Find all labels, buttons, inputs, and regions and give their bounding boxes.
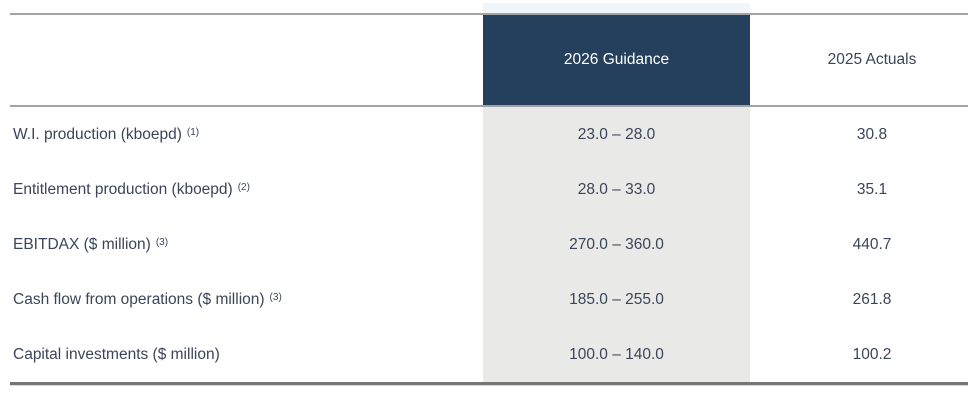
table-row: EBITDAX ($ million) (3) 270.0 – 360.0 440… [0,217,975,272]
header-cell-glow [483,3,750,13]
row-footnote-marker: (3) [269,292,282,303]
table-row: W.I. production (kboepd) (1) 23.0 – 28.0 … [0,107,975,162]
header-bottom-rule [10,105,968,107]
guidance-value: 185.0 – 255.0 [569,290,664,308]
row-footnote-marker: (3) [155,237,169,248]
actuals-value: 30.8 [856,125,888,143]
row-label: Entitlement production (kboepd) (2) [13,162,250,217]
row-label-text: Entitlement production (kboepd) [13,180,233,198]
actuals-value: 100.2 [852,345,892,363]
row-label: W.I. production (kboepd) (1) [13,107,199,162]
row-label: EBITDAX ($ million) (3) [13,217,168,272]
row-label: Cash flow from operations ($ million) (3) [13,272,282,327]
row-label-text: Capital investments ($ million) [13,345,220,363]
column-header-2026-guidance: 2026 Guidance [483,15,750,105]
table-top-rule [10,13,968,15]
guidance-value: 23.0 – 28.0 [577,125,656,143]
guidance-value: 100.0 – 140.0 [569,345,664,363]
table-row: Capital investments ($ million) 100.0 – … [0,327,975,382]
row-footnote-marker: (2) [237,182,250,193]
guidance-value: 28.0 – 33.0 [577,180,656,198]
column-header-2026-guidance-label: 2026 Guidance [563,51,670,68]
table-row: Cash flow from operations ($ million) (3)… [0,272,975,327]
actuals-value: 261.8 [852,290,892,308]
row-label: Capital investments ($ million) [13,327,225,382]
column-header-2025-actuals: 2025 Actuals [752,15,968,105]
row-label-text: EBITDAX ($ million) [13,235,151,253]
column-header-2025-actuals-label: 2025 Actuals [827,51,917,68]
row-label-text: Cash flow from operations ($ million) [13,290,265,308]
guidance-value: 270.0 – 360.0 [569,235,664,253]
row-footnote-marker: (1) [186,127,200,138]
row-label-text: W.I. production (kboepd) [13,125,182,143]
table-row: Entitlement production (kboepd) (2) 28.0 … [0,162,975,217]
actuals-value: 440.7 [852,235,892,253]
actuals-value: 35.1 [856,180,888,198]
table-bottom-rule [10,382,968,385]
guidance-column-background [483,107,750,382]
